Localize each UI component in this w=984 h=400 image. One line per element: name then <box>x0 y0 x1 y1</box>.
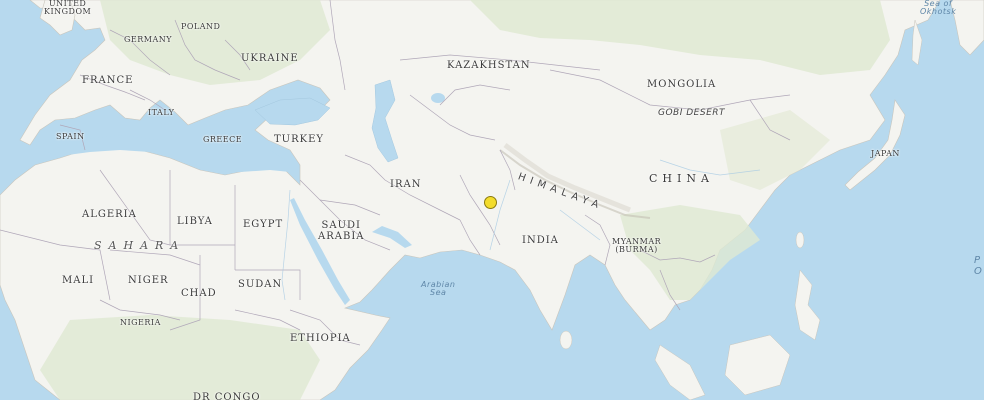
label-chad: CHAD <box>181 288 217 299</box>
label-kazakhstan: KAZAKHSTAN <box>447 60 531 71</box>
label-saudi-arabia: SAUDI ARABIA <box>318 220 365 242</box>
label-poland: POLAND <box>181 22 221 31</box>
label-sea-of-okhotsk: Sea of Okhotsk <box>920 0 957 17</box>
label-gobi-desert: GOBI DESERT <box>658 108 726 118</box>
label-libya: LIBYA <box>177 216 213 227</box>
country-borders <box>0 0 791 346</box>
label-mali: MALI <box>62 275 95 286</box>
label-turkey: TURKEY <box>274 134 324 145</box>
label-sudan: SUDAN <box>238 279 283 290</box>
red-sea <box>290 198 350 305</box>
label-arabian-sea: Arabian Sea <box>421 280 456 298</box>
label-pacific-ocean: P O <box>974 255 983 277</box>
mediterranean <box>40 135 290 172</box>
japan <box>844 99 906 191</box>
label-dr-congo: DR CONGO <box>193 392 261 400</box>
label-ethiopia: ETHIOPIA <box>290 333 351 344</box>
black-sea <box>254 97 331 126</box>
label-egypt: EGYPT <box>243 219 284 230</box>
label-united-kingdom: UNITED KINGDOM <box>44 0 92 17</box>
label-france: FRANCE <box>82 75 134 86</box>
persian-gulf <box>372 226 412 248</box>
label-niger: NIGER <box>128 275 169 286</box>
label-myanmar: MYANMAR (BURMA) <box>612 237 662 255</box>
label-china: CHINA <box>649 172 714 185</box>
label-algeria: ALGERIA <box>82 209 137 220</box>
caspian-sea <box>371 79 399 163</box>
label-spain: SPAIN <box>56 132 85 141</box>
label-iran: IRAN <box>390 179 422 190</box>
label-italy: ITALY <box>148 108 175 117</box>
label-germany: GERMANY <box>124 35 173 44</box>
event-marker[interactable] <box>484 196 497 209</box>
label-mongolia: MONGOLIA <box>647 79 717 90</box>
label-ukraine: UKRAINE <box>241 53 299 64</box>
label-india: INDIA <box>522 235 559 246</box>
label-nigeria: NIGERIA <box>120 318 161 327</box>
label-sahara: SAHARA <box>94 239 186 252</box>
label-japan: JAPAN <box>871 149 900 158</box>
label-greece: GREECE <box>203 135 243 144</box>
